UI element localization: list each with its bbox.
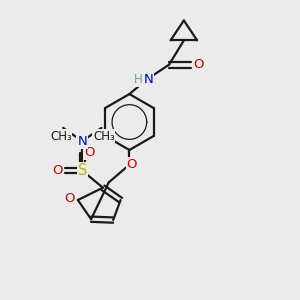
- Text: N: N: [77, 135, 87, 148]
- Text: S: S: [78, 163, 87, 178]
- Text: N: N: [144, 73, 153, 86]
- Text: O: O: [84, 146, 95, 159]
- Text: O: O: [64, 192, 75, 205]
- Text: H: H: [134, 73, 143, 86]
- Text: O: O: [52, 164, 62, 177]
- Text: O: O: [127, 158, 137, 171]
- Text: CH₃: CH₃: [93, 130, 115, 143]
- Text: CH₃: CH₃: [50, 130, 72, 143]
- Text: O: O: [193, 58, 204, 71]
